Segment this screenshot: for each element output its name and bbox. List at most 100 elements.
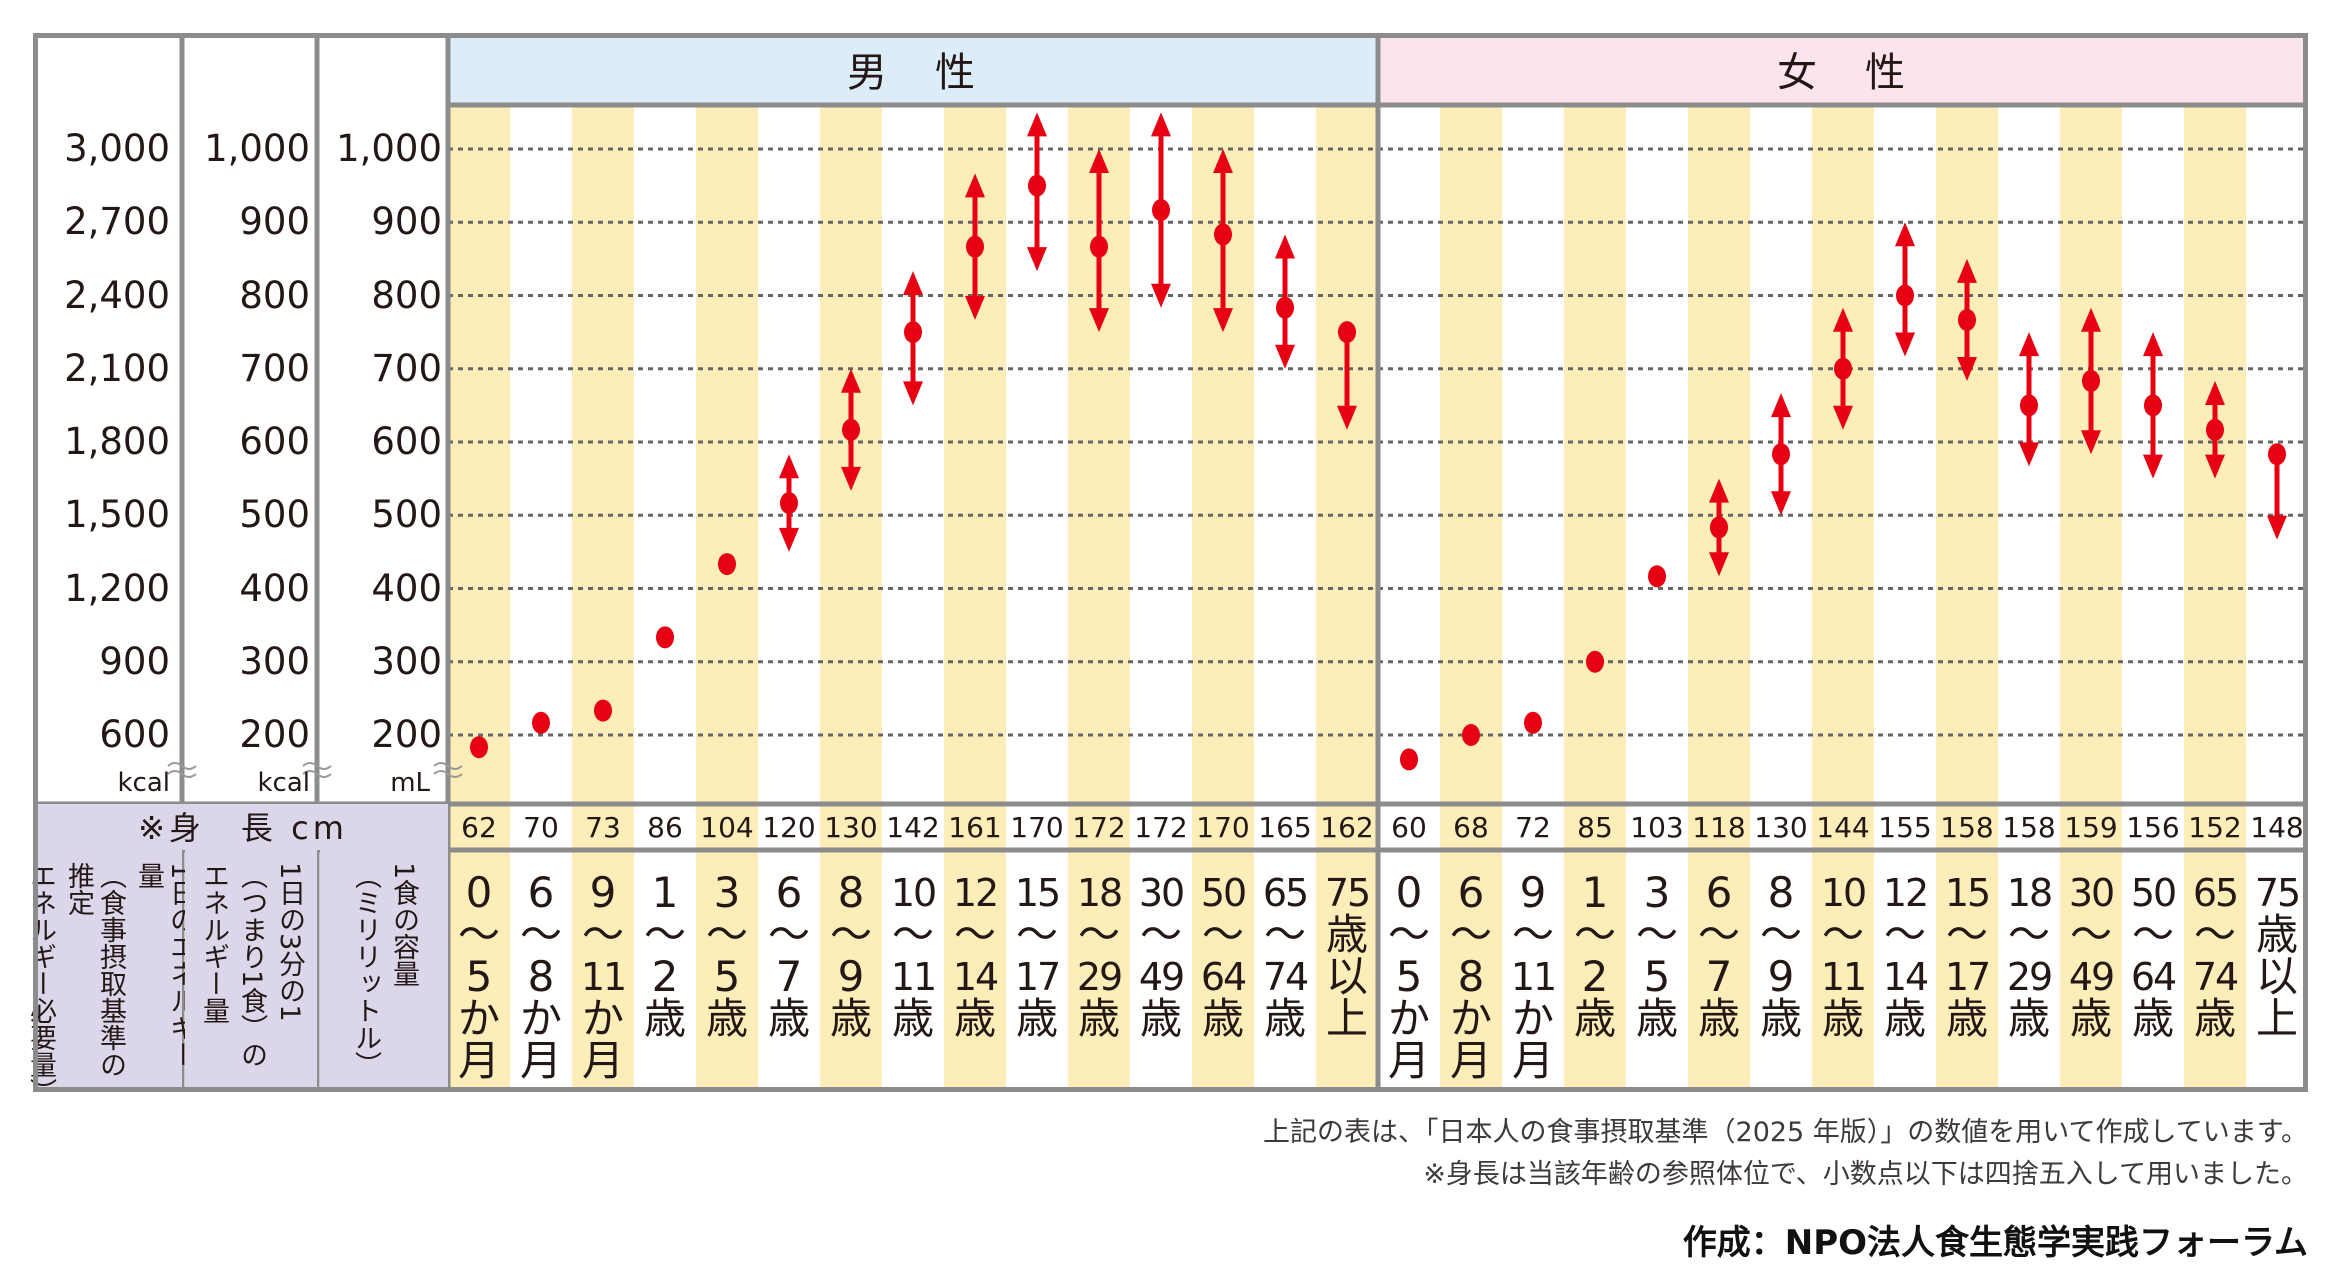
age-label: 歳	[2069, 994, 2112, 1043]
arrow-down-icon	[1337, 405, 1357, 430]
age-label: 歳	[767, 994, 810, 1043]
label-line: 1日の3分の1	[274, 862, 305, 1022]
age-label: 12	[952, 871, 999, 915]
age-label: 歳	[643, 994, 686, 1043]
age-label: 歳	[1201, 994, 1244, 1043]
age-label: 月	[1511, 1036, 1554, 1085]
data-point	[1152, 199, 1170, 222]
label-meal-energy: 1日の3分の1 （つまり1食）の エネルギー量	[185, 850, 317, 1092]
height-value: 161	[948, 811, 1002, 844]
data-point	[1214, 223, 1232, 246]
age-label: 1	[1581, 868, 1609, 917]
axis-break-icon	[302, 762, 332, 778]
age-label: 歳	[1883, 994, 1926, 1043]
age-label: 29	[2006, 955, 2053, 999]
column-stripe	[2060, 105, 2122, 1092]
arrow-down-icon	[1027, 247, 1047, 272]
age-label: 〜	[2193, 910, 2236, 959]
height-value: 155	[1878, 811, 1932, 844]
age-label: 歳	[953, 994, 996, 1043]
data-point	[1090, 235, 1108, 258]
height-value: 120	[762, 811, 816, 844]
age-label: か	[1511, 994, 1554, 1043]
age-label: 18	[1076, 871, 1123, 915]
age-label: 14	[1882, 955, 1929, 999]
arrow-up-icon	[1957, 258, 1977, 283]
height-value: 85	[1577, 811, 1613, 844]
column-stripe	[1564, 105, 1626, 1092]
age-label: 0	[1395, 868, 1423, 917]
height-value: 170	[1196, 811, 1250, 844]
tick-label: 600	[239, 420, 310, 463]
age-label: 〜	[1263, 910, 1306, 959]
column-stripe	[696, 105, 758, 1092]
tick-label: 2,700	[64, 200, 170, 244]
height-value: 170	[1010, 811, 1064, 844]
arrow-down-icon	[2205, 454, 2225, 479]
tick-label: 3,000	[64, 127, 170, 170]
age-label: 〜	[1387, 910, 1430, 959]
column-stripe	[448, 105, 510, 1092]
tick-label: 1,000	[204, 127, 310, 170]
age-label: 11	[890, 955, 937, 999]
age-label: 歳	[705, 994, 748, 1043]
column-stripe	[1440, 105, 1502, 1092]
footer-credit: 作成：NPO法人食生態学実践フォーラム	[1682, 1223, 2308, 1263]
arrow-down-icon	[1213, 308, 1233, 333]
arrow-up-icon	[1833, 307, 1853, 332]
age-label: 〜	[1635, 910, 1678, 959]
age-label: 歳	[2255, 910, 2298, 959]
height-value: 103	[1630, 811, 1684, 844]
unit-kcal-day: kcal	[117, 768, 170, 798]
tick-label: 1,200	[64, 566, 170, 610]
age-label: 〜	[1139, 910, 1182, 959]
data-point	[842, 418, 860, 441]
age-label: 0	[465, 868, 493, 917]
data-point	[532, 711, 550, 734]
label-line: （食事摂取基準の推定	[63, 862, 126, 1078]
data-point	[1524, 711, 1542, 734]
age-label: か	[581, 994, 624, 1043]
tick-label: 400	[239, 566, 310, 610]
age-label: 〜	[2069, 910, 2112, 959]
unit-kcal-meal: kcal	[257, 768, 310, 798]
height-value: 159	[2064, 811, 2118, 844]
age-label: 15	[1014, 871, 1061, 915]
age-label: 6	[1705, 868, 1733, 917]
tick-label: 600	[371, 420, 442, 463]
data-point	[470, 736, 488, 759]
tick-label: 2,400	[64, 273, 170, 317]
age-label: 〜	[1573, 910, 1616, 959]
age-label: 〜	[1697, 910, 1740, 959]
data-point	[904, 321, 922, 344]
height-value: 172	[1072, 811, 1126, 844]
age-label: 5	[1395, 952, 1423, 1001]
arrow-up-icon	[1709, 478, 1729, 503]
data-point	[780, 492, 798, 515]
tick-label: 200	[371, 713, 442, 756]
age-label: 歳	[2131, 994, 2174, 1043]
age-label: 6	[527, 868, 555, 917]
height-value: 148	[2250, 811, 2304, 844]
height-value: 165	[1258, 811, 1312, 844]
age-label: 歳	[1945, 994, 1988, 1043]
tick-label: 900	[239, 200, 310, 244]
age-label: 50	[1200, 871, 1247, 915]
arrow-up-icon	[903, 271, 923, 296]
age-label: 〜	[1201, 910, 1244, 959]
arrow-up-icon	[1151, 112, 1171, 137]
column-stripe	[1688, 105, 1750, 1092]
age-label: 〜	[953, 910, 996, 959]
tick-label: 1,500	[64, 493, 170, 537]
height-value: 60	[1391, 811, 1427, 844]
age-label: 65	[2192, 871, 2239, 915]
age-label: 5	[1643, 952, 1671, 1001]
age-label: 30	[2068, 871, 2115, 915]
height-value: 62	[461, 811, 497, 844]
arrow-up-icon	[1771, 393, 1791, 418]
tick-label: 1,000	[336, 127, 442, 170]
data-point	[2206, 418, 2224, 441]
arrow-up-icon	[2205, 380, 2225, 405]
arrow-down-icon	[903, 381, 923, 406]
arrow-down-icon	[1833, 405, 1853, 430]
